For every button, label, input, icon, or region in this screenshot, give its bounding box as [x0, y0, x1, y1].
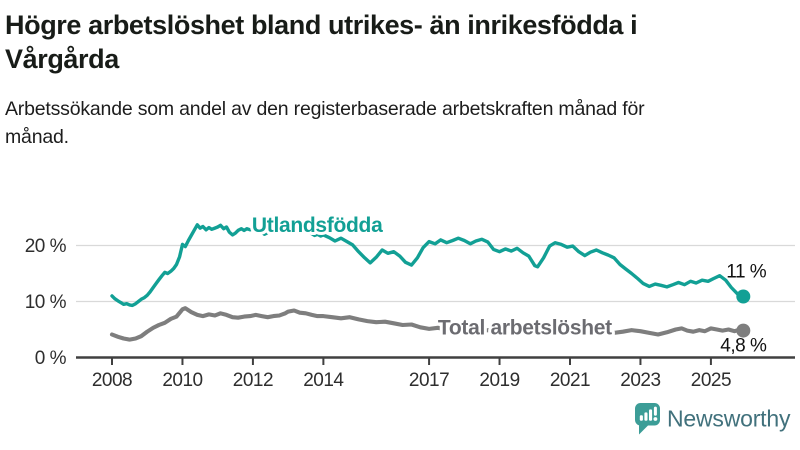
x-axis-label: 2019 [479, 370, 519, 391]
y-axis-label: 0 % [35, 348, 67, 369]
x-axis-label: 2021 [550, 370, 590, 391]
series-line [110, 223, 745, 308]
newsworthy-logo[interactable]: Newsworthy [634, 399, 794, 446]
series-end-dot [736, 323, 751, 338]
chart-subtitle: Arbetssökande som andel av den registerb… [5, 98, 645, 148]
x-axis-label: 2023 [620, 370, 660, 391]
x-axis-label: 2008 [92, 370, 132, 391]
chart-header: Högre arbetslöshet bland utrikes- än inr… [0, 0, 800, 151]
series-end-value: 4,8 % [720, 336, 767, 357]
chart-title: Högre arbetslöshet bland utrikes- än inr… [5, 10, 638, 75]
y-axis-label: 20 % [25, 236, 67, 257]
y-axis-label: 10 % [25, 292, 67, 313]
x-axis-label: 2025 [691, 370, 731, 391]
series-line [109, 306, 746, 342]
x-axis-label: 2010 [162, 370, 202, 391]
series-end-dot [736, 289, 751, 304]
x-axis-label: 2014 [303, 370, 344, 391]
newsworthy-wordmark: Newsworthy [667, 406, 791, 432]
series-end-value: 11 % [726, 262, 767, 283]
series-label: Utlandsfödda [252, 214, 383, 237]
bar-chart-speech-bubble-icon [635, 403, 660, 435]
x-axis-label: 2017 [409, 370, 449, 391]
series-label: Total arbetslöshet [438, 317, 612, 340]
x-axis-label: 2012 [233, 370, 273, 391]
